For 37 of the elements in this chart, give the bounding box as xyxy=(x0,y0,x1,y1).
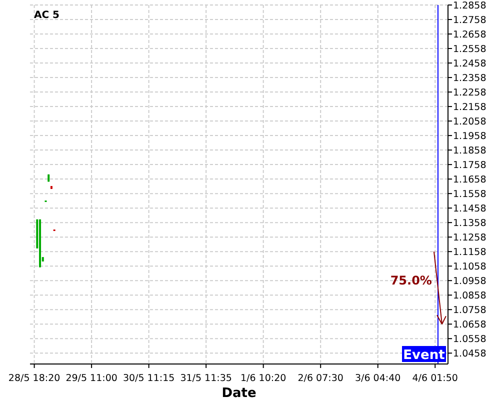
y-tick-label: 1.2258 xyxy=(453,88,486,99)
y-tick-label: 1.2358 xyxy=(453,73,486,84)
y-tick-label: 1.2158 xyxy=(453,102,486,114)
y-tick-label: 1.2658 xyxy=(453,30,486,41)
x-tick-label: 29/5 11:00 xyxy=(66,373,118,384)
x-tick-label: 28/5 18:20 xyxy=(8,373,60,384)
y-tick-label: 1.2458 xyxy=(453,58,486,70)
x-tick-label: 3/6 04:40 xyxy=(355,373,401,384)
y-tick-label: 1.0458 xyxy=(453,348,486,360)
y-tick-label: 1.0758 xyxy=(453,305,486,316)
y-tick-label: 1.1358 xyxy=(453,218,486,230)
x-axis-title: Date xyxy=(222,386,256,400)
annotation: Event xyxy=(403,348,445,363)
y-tick-label: 1.1958 xyxy=(453,131,486,142)
y-tick-label: 1.2058 xyxy=(453,116,486,128)
x-tick-label: 30/5 11:15 xyxy=(122,373,175,384)
y-tick-label: 1.0558 xyxy=(453,334,486,346)
y-tick-label: 1.1258 xyxy=(453,232,486,244)
x-tick-label: 1/6 10:20 xyxy=(240,373,286,384)
y-tick-label: 1.1858 xyxy=(453,146,486,157)
y-tick-label: 1.2558 xyxy=(453,44,486,56)
y-tick-label: 1.1158 xyxy=(453,247,486,258)
y-tick-label: 1.0858 xyxy=(453,290,486,302)
y-tick-label: 1.0658 xyxy=(453,320,486,331)
y-tick-label: 1.1758 xyxy=(453,160,486,172)
text: AC 5 xyxy=(34,10,60,21)
x-tick-label: 4/6 01:50 xyxy=(412,373,458,384)
y-tick-label: 1.1058 xyxy=(453,262,486,273)
y-tick-label: 1.2858 xyxy=(453,0,486,12)
y-tick-label: 1.1458 xyxy=(453,204,486,215)
x-tick-label: 31/5 11:35 xyxy=(180,373,232,384)
y-tick-label: 1.0958 xyxy=(453,276,486,288)
y-tick-label: 1.1558 xyxy=(453,189,486,200)
annotation: 75.0% xyxy=(390,274,432,288)
y-tick-label: 1.1658 xyxy=(453,174,486,186)
x-tick-label: 2/6 07:30 xyxy=(298,373,344,384)
y-tick-label: 1.2758 xyxy=(453,15,486,26)
